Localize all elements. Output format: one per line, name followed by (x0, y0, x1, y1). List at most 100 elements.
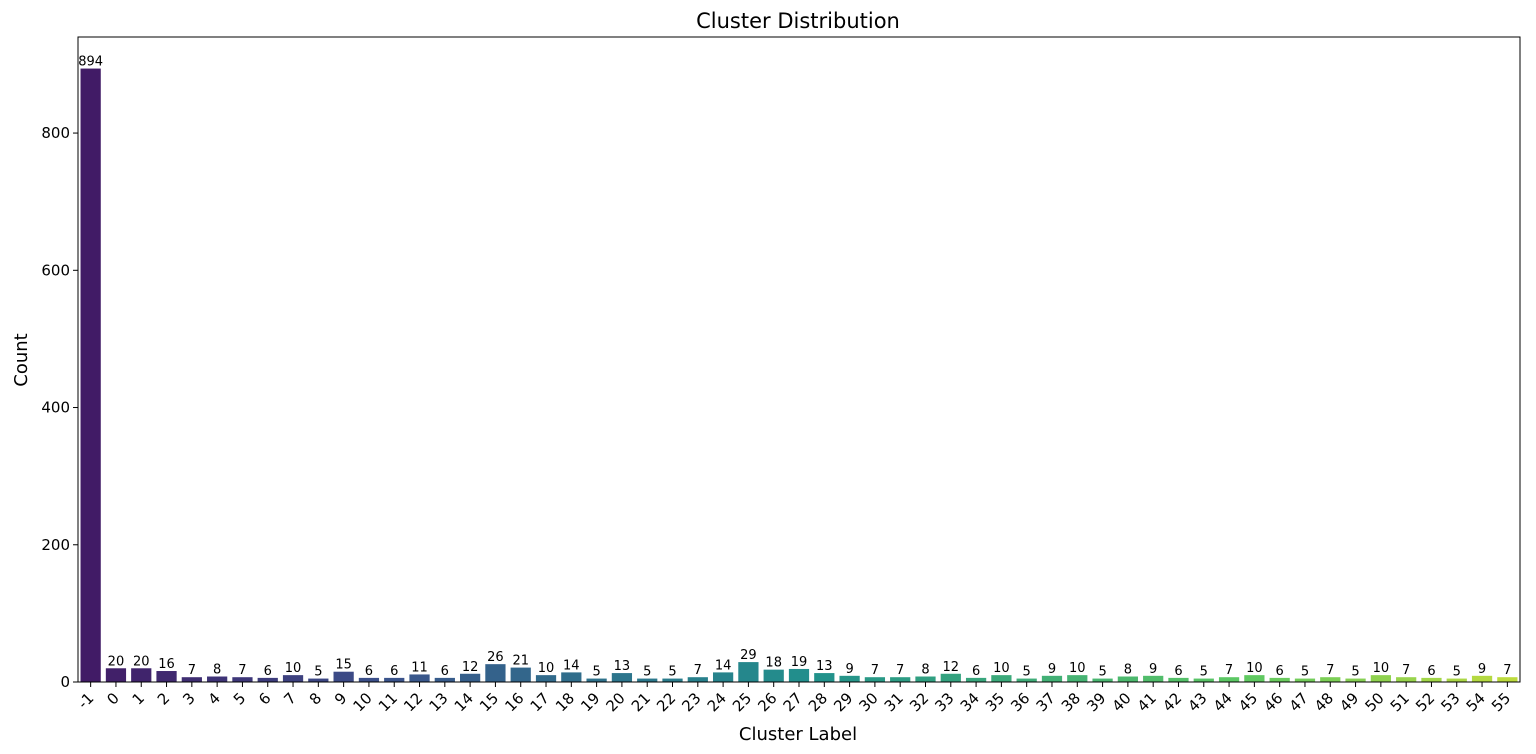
data-label-3: 7 (188, 663, 196, 678)
bar-39 (1092, 678, 1113, 682)
data-label-18: 14 (563, 658, 580, 673)
plot-frame (77, 36, 1521, 683)
x-tick-label-6: 6 (255, 689, 274, 708)
x-tick-label-13: 13 (425, 689, 451, 715)
data-label-1: 20 (133, 654, 150, 669)
bar-26 (763, 669, 784, 682)
bar-34 (965, 677, 987, 682)
data-label-28: 13 (816, 659, 833, 674)
data-label-33: 12 (943, 660, 960, 675)
x-tick-label-10: 10 (350, 689, 376, 715)
data-label-41: 9 (1149, 662, 1157, 677)
data-label-51: 7 (1402, 663, 1410, 678)
x-tick-label-0: 0 (103, 689, 122, 708)
data-label-26: 18 (765, 656, 782, 671)
bar-23 (687, 677, 708, 682)
bar-49 (1345, 678, 1366, 682)
bar-18 (561, 672, 582, 682)
bar-13 (434, 677, 455, 682)
data-label-22: 5 (668, 665, 676, 680)
data-label-7: 10 (285, 661, 302, 676)
bar-45 (1244, 675, 1265, 682)
x-tick-label-1: 1 (129, 689, 148, 708)
bar-54 (1471, 675, 1493, 682)
data-label-50: 10 (1373, 661, 1390, 676)
bar-35 (991, 675, 1012, 682)
bar-25 (738, 662, 759, 682)
x-tick-label-32: 32 (906, 689, 932, 715)
data-label-17: 10 (538, 661, 555, 676)
bar-19 (586, 678, 607, 682)
x-tick-label-22: 22 (653, 689, 679, 715)
data-label-16: 21 (512, 654, 529, 669)
x-tick-label-34: 34 (957, 689, 983, 715)
data-label-32: 8 (921, 663, 929, 678)
bar-30 (864, 677, 886, 682)
x-tick-label-18: 18 (552, 689, 578, 715)
x-tick-label-23: 23 (678, 689, 704, 715)
data-label-38: 10 (1069, 661, 1086, 676)
x-tick-label-29: 29 (830, 689, 856, 715)
bar-14 (460, 673, 481, 682)
data-label-5: 7 (238, 663, 246, 678)
x-tick-label-21: 21 (628, 689, 654, 715)
x-tick-label-45: 45 (1235, 689, 1261, 715)
data-label-11: 6 (390, 664, 398, 679)
bar-21 (637, 678, 658, 682)
data-label-6: 6 (264, 664, 272, 679)
bar-20 (611, 673, 633, 682)
bar-41 (1143, 675, 1164, 682)
bar-15 (485, 664, 506, 682)
data-label-42: 6 (1174, 664, 1182, 679)
bar-24 (712, 672, 734, 682)
x-tick-label-16: 16 (501, 689, 527, 715)
bars-group (80, 68, 1518, 682)
bar-43 (1193, 678, 1214, 682)
data-label-49: 5 (1351, 665, 1359, 680)
bar-4 (207, 676, 228, 682)
bar-27 (788, 668, 810, 682)
bar--1 (80, 68, 101, 682)
x-tick-label-48: 48 (1311, 689, 1337, 715)
x-tick-label-7: 7 (280, 689, 299, 708)
chart-title: Cluster Distribution (696, 9, 900, 33)
x-tick-label-4: 4 (204, 689, 223, 708)
bar-9 (333, 671, 354, 682)
data-label-55: 7 (1503, 663, 1511, 678)
x-tick-label-50: 50 (1361, 689, 1387, 715)
bar-7 (282, 675, 304, 682)
data-label-8: 5 (314, 665, 322, 680)
x-tick-label--1: -1 (74, 689, 97, 712)
data-label-23: 7 (694, 663, 702, 678)
x-tick-label-8: 8 (306, 689, 325, 708)
x-tick-label-44: 44 (1210, 689, 1236, 715)
data-label-36: 5 (1023, 665, 1031, 680)
data-label-24: 14 (715, 658, 732, 673)
data-label-44: 7 (1225, 663, 1233, 678)
x-tick-label-24: 24 (704, 689, 730, 715)
bar-3 (181, 677, 202, 682)
bar-29 (839, 675, 860, 682)
data-label-29: 9 (845, 662, 853, 677)
data-label-34: 6 (972, 664, 980, 679)
bar-0 (105, 668, 127, 682)
x-tick-label-26: 26 (754, 689, 780, 715)
bar-42 (1168, 677, 1189, 682)
data-label-21: 5 (643, 665, 651, 680)
data-label-47: 5 (1301, 665, 1309, 680)
x-tick-label-11: 11 (375, 689, 401, 715)
x-tick-label-2: 2 (154, 689, 173, 708)
x-tick-label-33: 33 (931, 689, 957, 715)
data-label-30: 7 (871, 663, 879, 678)
x-tick-label-12: 12 (400, 689, 426, 715)
data-label-31: 7 (896, 663, 904, 678)
y-tick-label-800: 800 (41, 124, 70, 142)
bar-6 (257, 677, 278, 682)
bar-51 (1396, 677, 1417, 682)
y-axis-title: Count (11, 333, 32, 386)
bar-8 (308, 678, 329, 682)
data-label-14: 12 (462, 660, 479, 675)
x-tick-label-41: 41 (1134, 689, 1160, 715)
